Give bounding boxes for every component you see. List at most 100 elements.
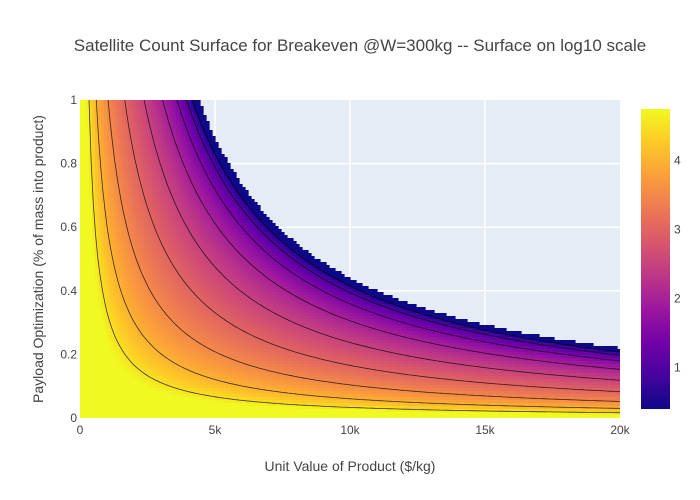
heatmap-cell <box>101 262 105 266</box>
heatmap-cell <box>92 403 96 407</box>
heatmap-cell <box>173 184 177 188</box>
heatmap-cell <box>221 355 225 359</box>
heatmap-cell <box>140 340 144 344</box>
heatmap-cell <box>92 181 96 185</box>
heatmap-cell <box>218 295 222 299</box>
heatmap-cell <box>80 394 84 398</box>
heatmap-cell <box>164 358 168 362</box>
heatmap-cell <box>128 394 132 398</box>
heatmap-cell <box>200 337 204 341</box>
heatmap-cell <box>101 304 105 308</box>
heatmap-cell <box>173 253 177 257</box>
heatmap-cell <box>143 358 147 362</box>
heatmap-cell <box>221 187 225 191</box>
heatmap-cell <box>86 334 90 338</box>
heatmap-cell <box>104 358 108 362</box>
heatmap-cell <box>209 208 213 212</box>
heatmap-cell <box>194 328 198 332</box>
heatmap-cell <box>155 289 159 293</box>
heatmap-cell <box>197 223 201 227</box>
heatmap-cell <box>80 184 84 188</box>
heatmap-cell <box>194 199 198 203</box>
heatmap-cell <box>116 232 120 236</box>
heatmap-cell <box>128 319 132 323</box>
heatmap-cell <box>137 259 141 263</box>
heatmap-cell <box>182 250 186 254</box>
heatmap-cell <box>218 223 222 227</box>
heatmap-cell <box>176 175 180 179</box>
heatmap-cell <box>203 271 207 275</box>
heatmap-cell <box>92 385 96 389</box>
heatmap-cell <box>173 220 177 224</box>
heatmap-cell <box>185 337 189 341</box>
heatmap-cell <box>197 331 201 335</box>
heatmap-cell <box>194 391 198 395</box>
heatmap-cell <box>152 382 156 386</box>
heatmap-cell <box>95 403 99 407</box>
heatmap-cell <box>170 139 174 143</box>
heatmap-cell <box>104 400 108 404</box>
heatmap-cell <box>80 325 84 329</box>
heatmap-cell <box>98 415 102 418</box>
heatmap-cell <box>131 256 135 260</box>
heatmap-cell <box>188 298 192 302</box>
heatmap-cell <box>110 166 114 170</box>
heatmap-cell <box>128 313 132 317</box>
heatmap-cell <box>125 115 129 119</box>
heatmap-cell <box>149 352 153 356</box>
heatmap-cell <box>164 268 168 272</box>
heatmap-cell <box>131 301 135 305</box>
heatmap-cell <box>179 385 183 389</box>
heatmap-cell <box>149 202 153 206</box>
heatmap-cell <box>143 316 147 320</box>
heatmap-cell <box>140 280 144 284</box>
heatmap-cell <box>89 172 93 176</box>
heatmap-cell <box>128 145 132 149</box>
heatmap-cell <box>137 262 141 266</box>
heatmap-cell <box>140 400 144 404</box>
heatmap-cell <box>200 262 204 266</box>
heatmap-cell <box>107 268 111 272</box>
heatmap-cell <box>119 361 123 365</box>
heatmap-cell <box>206 331 210 335</box>
heatmap-cell <box>83 118 87 122</box>
heatmap-cell <box>206 310 210 314</box>
heatmap-cell <box>203 361 207 365</box>
heatmap-cell <box>113 298 117 302</box>
heatmap-cell <box>167 298 171 302</box>
heatmap-cell <box>89 277 93 281</box>
heatmap-cell <box>191 406 195 410</box>
heatmap-cell <box>116 415 120 418</box>
heatmap-cell <box>140 172 144 176</box>
heatmap-cell <box>140 145 144 149</box>
heatmap-cell <box>143 172 147 176</box>
heatmap-cell <box>128 253 132 257</box>
heatmap-cell <box>95 259 99 263</box>
heatmap-cell <box>170 364 174 368</box>
heatmap-cell <box>107 166 111 170</box>
heatmap-cell <box>221 277 225 281</box>
heatmap-cell <box>119 172 123 176</box>
heatmap-cell <box>188 118 192 122</box>
heatmap-cell <box>89 289 93 293</box>
heatmap-cell <box>164 103 168 107</box>
heatmap-cell <box>125 352 129 356</box>
heatmap-cell <box>191 355 195 359</box>
heatmap-cell <box>131 373 135 377</box>
heatmap-cell <box>143 391 147 395</box>
heatmap-cell <box>92 238 96 242</box>
heatmap-cell <box>197 112 201 116</box>
heatmap-cell <box>92 154 96 158</box>
heatmap-cell <box>167 142 171 146</box>
heatmap-cell <box>146 298 150 302</box>
heatmap-cell <box>116 163 120 167</box>
heatmap-cell <box>104 106 108 110</box>
heatmap-cell <box>83 145 87 149</box>
heatmap-cell <box>194 241 198 245</box>
heatmap-cell <box>212 364 216 368</box>
heatmap-cell <box>161 322 165 326</box>
heatmap-cell <box>116 367 120 371</box>
heatmap-cell <box>143 355 147 359</box>
heatmap-cell <box>179 415 183 418</box>
heatmap-cell <box>188 379 192 383</box>
